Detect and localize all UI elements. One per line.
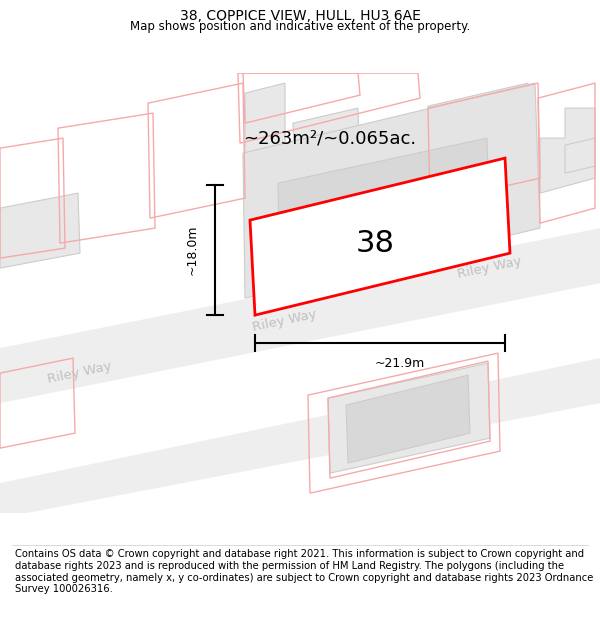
Text: ~263m²/~0.065ac.: ~263m²/~0.065ac.: [244, 129, 416, 147]
Polygon shape: [245, 83, 285, 228]
Polygon shape: [243, 83, 540, 298]
Polygon shape: [565, 138, 595, 173]
Text: 38: 38: [355, 229, 395, 258]
Text: 38, COPPICE VIEW, HULL, HU3 6AE: 38, COPPICE VIEW, HULL, HU3 6AE: [179, 9, 421, 23]
Text: Map shows position and indicative extent of the property.: Map shows position and indicative extent…: [130, 20, 470, 33]
Text: Riley Way: Riley Way: [252, 308, 318, 334]
Polygon shape: [0, 228, 600, 403]
Polygon shape: [540, 108, 595, 193]
Polygon shape: [428, 83, 530, 198]
Polygon shape: [346, 375, 470, 463]
Polygon shape: [0, 358, 600, 518]
Polygon shape: [328, 363, 490, 473]
Text: ~21.9m: ~21.9m: [375, 357, 425, 370]
Polygon shape: [278, 138, 490, 288]
Polygon shape: [0, 193, 80, 268]
Polygon shape: [250, 158, 510, 315]
Text: ~18.0m: ~18.0m: [186, 225, 199, 276]
Text: Riley Way: Riley Way: [47, 360, 113, 386]
Text: Riley Way: Riley Way: [457, 255, 523, 281]
Polygon shape: [293, 108, 360, 193]
Text: Contains OS data © Crown copyright and database right 2021. This information is : Contains OS data © Crown copyright and d…: [15, 549, 593, 594]
